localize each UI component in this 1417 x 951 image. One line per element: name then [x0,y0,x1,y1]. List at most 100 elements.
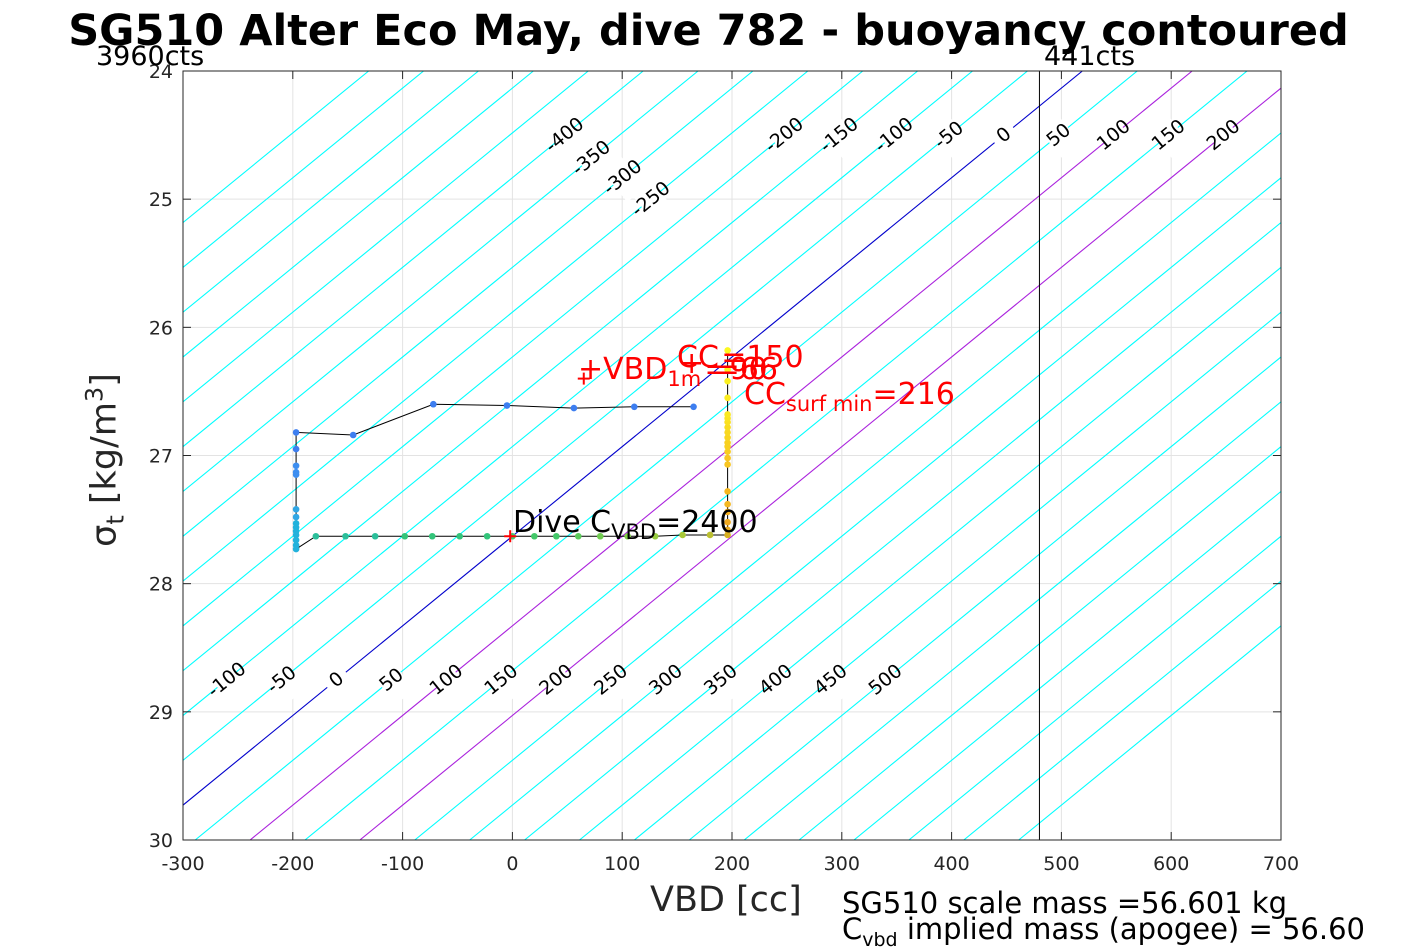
dive-point [630,403,638,411]
dive-point [570,404,578,412]
dive-point [292,506,300,513]
dive-cvbd-sub: VBD [611,520,657,544]
dive-point [679,531,686,539]
x-tick-label: -100 [381,853,424,875]
y-tick-label: 25 [149,189,173,211]
dive-point [690,403,697,411]
dive-point [724,488,731,495]
contour-line [183,71,534,358]
contour-label-bg [697,655,745,705]
dive-point [428,532,436,540]
dive-point [651,532,659,540]
dive-points [292,347,731,553]
contour-label-bg [807,655,854,705]
dive-point [342,532,349,540]
vbd1m-sub: 1m [667,367,702,391]
dive-point [574,532,582,540]
contour-label-bg [1200,110,1247,160]
y-label-sup: 3 [80,386,109,403]
y-axis-label: σt [kg/m3] [81,373,130,547]
contour-labels: -400-350-300-250-200 -150 -100 -50 0 50 100 150… [203,110,1247,705]
contour-label-bg [478,655,525,705]
contour-label-bg [368,655,415,705]
contour-line [469,177,1281,840]
x-axis-label: VBD [cc] [650,880,802,920]
contour-label-bg [258,655,305,705]
dive-cvbd-post: =2400 [656,505,758,540]
dive-point [292,429,300,436]
contour-line [579,266,1281,840]
x-tick-label: 100 [604,853,640,875]
contour-label-bg [642,655,690,705]
dive-point [724,434,731,441]
dive-point [312,532,320,540]
contour-label-bg [627,174,675,224]
dive-point [706,531,714,539]
dive-point [724,366,731,373]
red-markers [504,372,590,543]
dive-point [724,454,731,462]
contour-label-bg [532,655,580,705]
implied-pre: C [842,912,863,946]
implied-sub: vbd [862,928,898,951]
x-tick-label: 700 [1263,853,1299,875]
contour-label-bg [815,110,863,160]
dive-point [724,377,731,385]
contour-line [194,71,1138,840]
contour-line [853,490,1281,840]
dive-cvbd-annotation: Dive CVBD=2400 [513,505,758,544]
contour-line [743,401,1281,840]
x-tick-label: -200 [271,853,314,875]
x-tick-label: 500 [1043,853,1079,875]
contour-line [359,87,1281,840]
contour-line [183,71,864,627]
contour-label-bg [587,655,635,705]
contour-line [183,71,644,448]
contour-label-bg [925,110,973,160]
contour-line [183,71,1028,762]
x-tick-label: 300 [824,853,860,875]
cc-surf-pre: CC [677,340,719,375]
contour-line [183,71,479,313]
dive-point [371,532,379,540]
contour-line [908,535,1281,840]
y-label-symbol: σ [84,524,125,547]
dive-point [349,431,357,439]
y-tick-label: 24 [149,61,173,83]
dive-point [401,532,409,540]
x-tick-label: 400 [933,853,969,875]
chart-title: SG510 Alter Eco May, dive 782 - buoyancy… [68,6,1349,56]
dive-point [724,500,731,508]
contour-label-bg [313,655,360,705]
contour-line [249,71,1193,840]
y-tick-label: 30 [149,830,173,852]
contour-line [304,71,1248,840]
dive-point [724,508,731,516]
contour-line [634,311,1281,840]
dive-point [724,439,731,446]
y-label-close: ] [84,373,125,387]
dive-point [292,462,300,470]
contour-line [183,71,699,493]
dive-point [292,531,300,539]
y-tick-label: 29 [149,702,173,724]
contour-label-bg [203,655,250,705]
contour-label-bg [761,110,808,160]
contour-line [183,71,919,672]
dive-point [724,461,731,468]
cc-surf-post: =150 [721,340,804,375]
dive-point [724,347,731,354]
contour-label-bg [870,110,918,160]
vbd1m-post: =90 [704,352,768,387]
contour-label-bg [1035,110,1082,160]
contour-line [183,71,1083,806]
y-tick-label: 26 [149,317,173,339]
cc-surf-min-sub: surf min [785,392,873,416]
vbd1m-pre: +VBD [578,352,668,387]
dive-point [553,532,560,540]
x-tick-label: -300 [161,853,204,875]
contour-label-bg [862,655,909,705]
dive-point [456,532,463,540]
cts-right-label: 441cts [1044,41,1136,72]
dive-point [292,545,300,553]
